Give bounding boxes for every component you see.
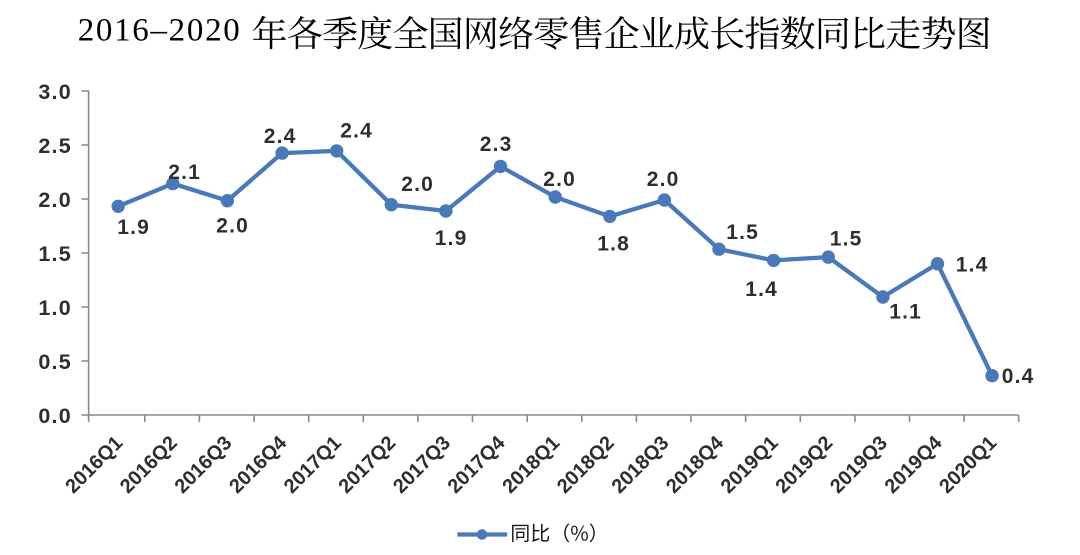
svg-text:2019Q4: 2019Q4 bbox=[881, 431, 948, 498]
svg-text:2016Q1: 2016Q1 bbox=[61, 432, 127, 498]
svg-text:2018Q1: 2018Q1 bbox=[498, 432, 564, 498]
svg-text:2.0: 2.0 bbox=[216, 215, 249, 238]
svg-text:2.4: 2.4 bbox=[264, 125, 297, 148]
svg-text:2017Q4: 2017Q4 bbox=[444, 431, 511, 498]
svg-text:0.4: 0.4 bbox=[1002, 365, 1035, 388]
svg-text:1.8: 1.8 bbox=[597, 233, 630, 256]
svg-text:1.4: 1.4 bbox=[956, 254, 989, 277]
svg-text:2.0: 2.0 bbox=[647, 168, 680, 191]
svg-text:2017Q3: 2017Q3 bbox=[389, 432, 455, 498]
svg-text:0.0: 0.0 bbox=[38, 404, 72, 428]
svg-text:2.1: 2.1 bbox=[168, 161, 201, 184]
svg-text:2017Q2: 2017Q2 bbox=[334, 432, 400, 498]
svg-text:1.1: 1.1 bbox=[889, 301, 922, 324]
svg-text:3.0: 3.0 bbox=[38, 80, 72, 104]
svg-text:2020Q1: 2020Q1 bbox=[935, 432, 1001, 498]
svg-text:1.0: 1.0 bbox=[38, 296, 72, 320]
svg-text:2016Q2: 2016Q2 bbox=[116, 432, 182, 498]
svg-text:1.5: 1.5 bbox=[830, 228, 863, 251]
svg-text:1.9: 1.9 bbox=[435, 227, 468, 250]
svg-text:2.4: 2.4 bbox=[340, 120, 373, 143]
svg-text:2018Q2: 2018Q2 bbox=[553, 432, 619, 498]
svg-text:2017Q1: 2017Q1 bbox=[280, 432, 346, 498]
svg-text:2016Q3: 2016Q3 bbox=[171, 432, 237, 498]
svg-text:2.5: 2.5 bbox=[38, 134, 72, 158]
svg-text:1.4: 1.4 bbox=[745, 278, 778, 301]
svg-text:0.5: 0.5 bbox=[38, 350, 72, 374]
svg-text:2016Q4: 2016Q4 bbox=[225, 431, 292, 498]
svg-text:1.5: 1.5 bbox=[726, 221, 759, 244]
svg-text:2019Q1: 2019Q1 bbox=[717, 432, 783, 498]
svg-text:1.9: 1.9 bbox=[117, 216, 150, 239]
svg-text:2.0: 2.0 bbox=[543, 168, 576, 191]
svg-text:2.0: 2.0 bbox=[401, 173, 434, 196]
svg-text:2019Q3: 2019Q3 bbox=[826, 432, 892, 498]
svg-text:2.3: 2.3 bbox=[480, 133, 513, 156]
svg-text:2018Q4: 2018Q4 bbox=[662, 431, 729, 498]
svg-text:2016–2020: 2016–2020 bbox=[78, 13, 242, 49]
svg-text:2.0: 2.0 bbox=[38, 188, 72, 212]
svg-text:2019Q2: 2019Q2 bbox=[771, 432, 837, 498]
svg-text:1.5: 1.5 bbox=[38, 242, 72, 266]
svg-text:2018Q3: 2018Q3 bbox=[608, 432, 674, 498]
